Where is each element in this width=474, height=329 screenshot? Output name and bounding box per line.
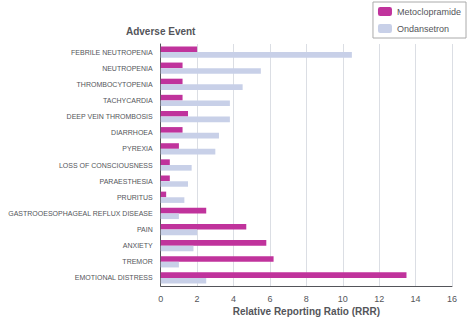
- svg-text:0: 0: [158, 294, 163, 304]
- svg-text:2: 2: [195, 294, 200, 304]
- svg-text:Relative Reporting Ratio (RRR): Relative Reporting Ratio (RRR): [233, 306, 380, 317]
- svg-text:GASTROOESOPHAGEAL REFLUX DISEA: GASTROOESOPHAGEAL REFLUX DISEASE: [8, 210, 153, 217]
- svg-text:TACHYCARDIA: TACHYCARDIA: [103, 97, 153, 104]
- svg-text:10: 10: [338, 294, 348, 304]
- svg-text:ANXIETY: ANXIETY: [123, 242, 153, 249]
- svg-text:DEEP VEIN THROMBOSIS: DEEP VEIN THROMBOSIS: [67, 113, 153, 120]
- svg-text:EMOTIONAL DISTRESS: EMOTIONAL DISTRESS: [75, 274, 153, 281]
- svg-text:PRURITUS: PRURITUS: [117, 194, 153, 201]
- svg-text:TREMOR: TREMOR: [122, 258, 152, 265]
- svg-text:PARAESTHESIA: PARAESTHESIA: [100, 178, 153, 185]
- svg-text:Metoclopramide: Metoclopramide: [397, 7, 461, 17]
- svg-text:4: 4: [231, 294, 236, 304]
- svg-text:DIARRHOEA: DIARRHOEA: [111, 129, 153, 136]
- svg-text:NEUTROPENIA: NEUTROPENIA: [102, 65, 153, 72]
- svg-text:16: 16: [447, 294, 457, 304]
- svg-text:PYREXIA: PYREXIA: [122, 145, 153, 152]
- svg-text:Adverse Event: Adverse Event: [126, 26, 196, 37]
- svg-text:LOSS OF CONSCIOUSNESS: LOSS OF CONSCIOUSNESS: [59, 162, 153, 169]
- svg-text:14: 14: [411, 294, 421, 304]
- svg-text:8: 8: [304, 294, 309, 304]
- svg-text:FEBRILE NEUTROPENIA: FEBRILE NEUTROPENIA: [71, 49, 153, 56]
- svg-text:THROMBOCYTOPENIA: THROMBOCYTOPENIA: [77, 81, 153, 88]
- svg-text:Ondansetron: Ondansetron: [397, 24, 449, 34]
- svg-text:PAIN: PAIN: [137, 226, 153, 233]
- svg-text:12: 12: [374, 294, 384, 304]
- svg-text:6: 6: [267, 294, 272, 304]
